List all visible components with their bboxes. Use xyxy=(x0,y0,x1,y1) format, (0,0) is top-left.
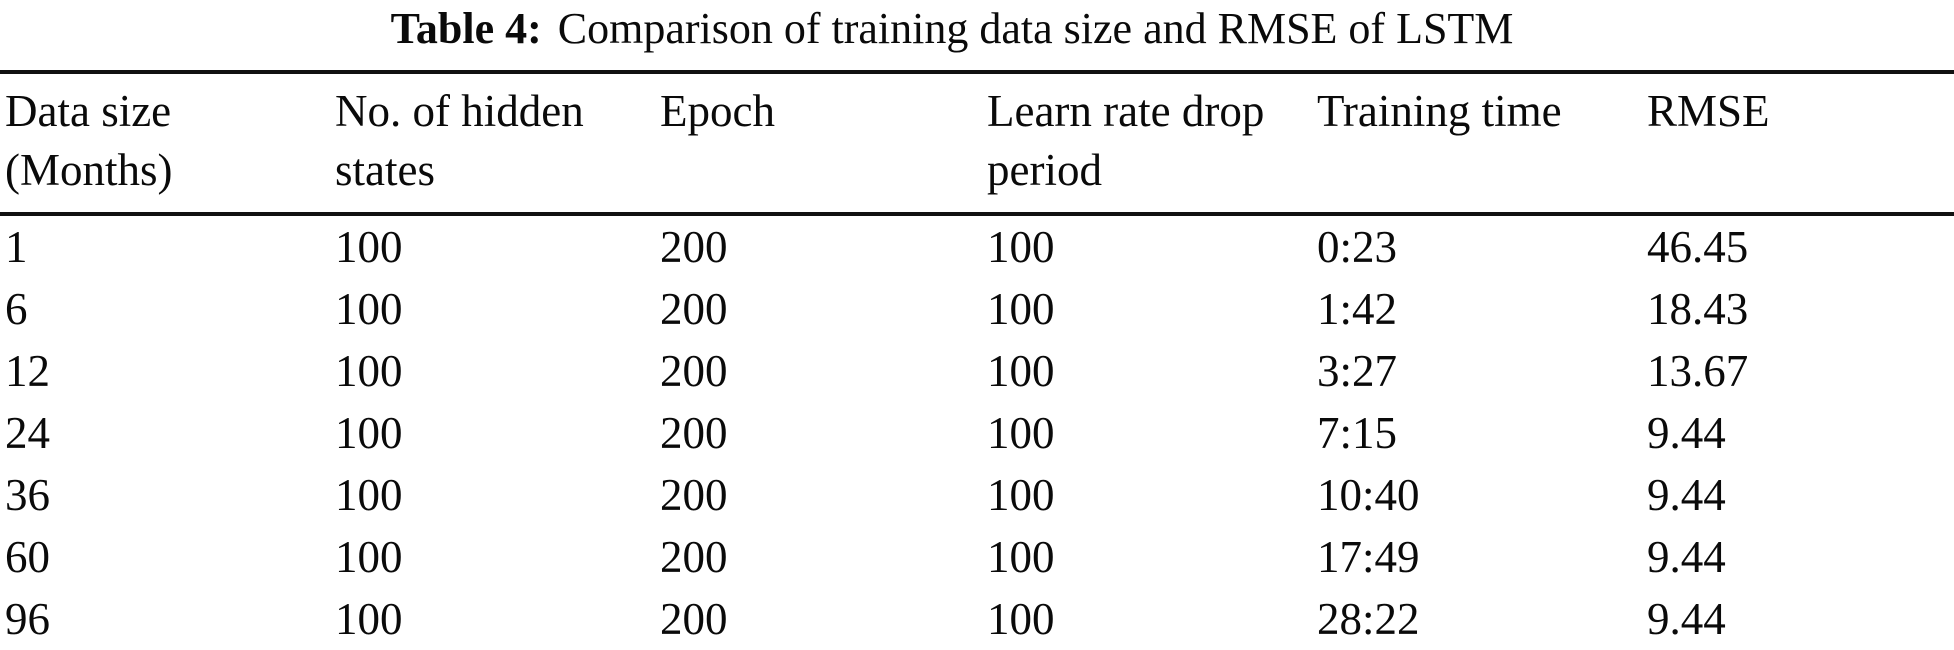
column-header-hidden-states: No. of hidden states xyxy=(335,72,660,216)
table-cell: 100 xyxy=(335,346,403,396)
table-row: 1 100 200 100 0:23 46.45 xyxy=(0,214,1954,278)
table-cell: 60 xyxy=(5,532,50,582)
table-cell: 9.44 xyxy=(1647,470,1726,520)
table-cell: 9.44 xyxy=(1647,408,1726,458)
table-cell: 200 xyxy=(660,470,728,520)
table-cell: 100 xyxy=(987,284,1055,334)
column-header-epoch: Epoch xyxy=(660,72,987,216)
table-cell: 12 xyxy=(5,346,50,396)
table-header: Data size (Months) No. of hidden states … xyxy=(0,72,1954,216)
column-header-training-time: Training time xyxy=(1317,72,1647,216)
column-header-learn-rate-drop: Learn rate drop period xyxy=(987,72,1317,216)
table-cell: 17:49 xyxy=(1317,532,1420,582)
table-cell: 100 xyxy=(987,222,1055,272)
table-cell: 100 xyxy=(987,594,1055,644)
table-cell: 36 xyxy=(5,470,50,520)
table-caption: Table 4: Comparison of training data size… xyxy=(0,4,1929,54)
table-cell: 100 xyxy=(335,470,403,520)
table-cell: 100 xyxy=(335,532,403,582)
table-cell: 200 xyxy=(660,346,728,396)
table-caption-label: Table 4: xyxy=(390,4,542,53)
table-cell: 100 xyxy=(335,408,403,458)
comparison-table: Data size (Months) No. of hidden states … xyxy=(0,70,1954,650)
table-row: 6 100 200 100 1:42 18.43 xyxy=(0,278,1954,340)
table-cell: 100 xyxy=(987,470,1055,520)
table-cell: 200 xyxy=(660,408,728,458)
table-row: 96 100 200 100 28:22 9.44 xyxy=(0,588,1954,650)
table-header-row: Data size (Months) No. of hidden states … xyxy=(0,72,1954,216)
table-cell: 100 xyxy=(987,532,1055,582)
table-cell: 100 xyxy=(335,222,403,272)
column-header-rmse: RMSE xyxy=(1647,72,1954,216)
table-caption-text: Comparison of training data size and RMS… xyxy=(557,4,1514,53)
table-cell: 100 xyxy=(987,408,1055,458)
table-cell: 10:40 xyxy=(1317,470,1420,520)
table-cell: 96 xyxy=(5,594,50,644)
table-cell: 46.45 xyxy=(1647,222,1749,272)
table-cell: 200 xyxy=(660,222,728,272)
table-cell: 3:27 xyxy=(1317,346,1398,396)
table-row: 60 100 200 100 17:49 9.44 xyxy=(0,526,1954,588)
table-cell: 13.67 xyxy=(1647,346,1749,396)
table-row: 24 100 200 100 7:15 9.44 xyxy=(0,402,1954,464)
table-cell: 24 xyxy=(5,408,50,458)
table-cell: 200 xyxy=(660,532,728,582)
table-cell: 1:42 xyxy=(1317,284,1398,334)
table-cell: 28:22 xyxy=(1317,594,1420,644)
table-cell: 100 xyxy=(335,284,403,334)
table-cell: 100 xyxy=(987,346,1055,396)
table-cell: 6 xyxy=(5,284,28,334)
table-cell: 7:15 xyxy=(1317,408,1398,458)
table-row: 12 100 200 100 3:27 13.67 xyxy=(0,340,1954,402)
table-row: 36 100 200 100 10:40 9.44 xyxy=(0,464,1954,526)
table-body: 1 100 200 100 0:23 46.45 6 100 200 100 1:42 18.43 12… xyxy=(0,214,1954,650)
table-cell: 9.44 xyxy=(1647,594,1726,644)
table-cell: 200 xyxy=(660,284,728,334)
table-cell: 0:23 xyxy=(1317,222,1398,272)
table-cell: 1 xyxy=(5,222,28,272)
column-header-data-size: Data size (Months) xyxy=(0,72,335,216)
table-cell: 200 xyxy=(660,594,728,644)
table-cell: 100 xyxy=(335,594,403,644)
table-cell: 18.43 xyxy=(1647,284,1749,334)
table-cell: 9.44 xyxy=(1647,532,1726,582)
